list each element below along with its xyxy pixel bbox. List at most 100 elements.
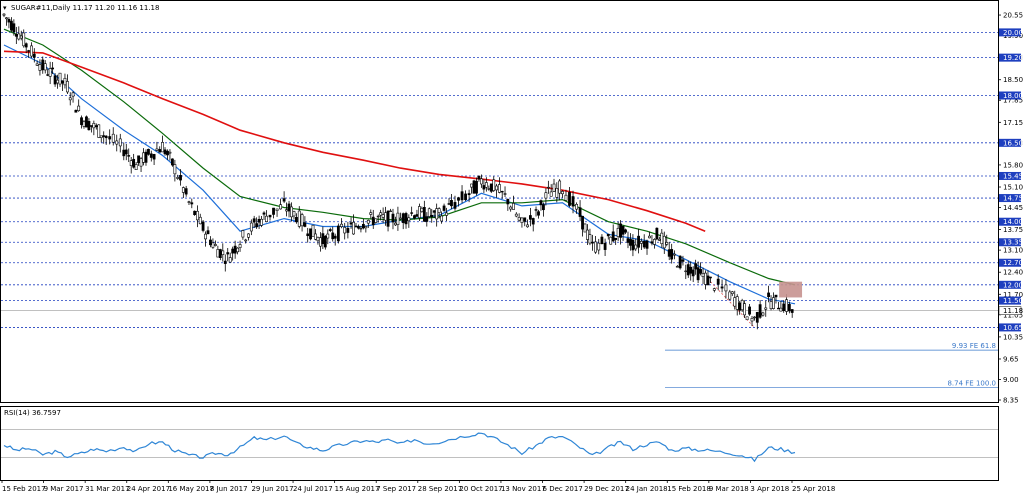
candle [740, 298, 744, 312]
candle [48, 61, 52, 85]
symbol-header: SUGAR#11,Daily 11.17 11.20 11.16 11.18 [11, 4, 159, 12]
moving-average-ma-slow[interactable] [3, 50, 706, 232]
candle [506, 198, 510, 211]
candle [542, 202, 545, 217]
candle [292, 210, 296, 220]
dropdown-arrow-icon[interactable]: ▾ [3, 4, 7, 12]
candle [603, 238, 607, 257]
candle [430, 208, 434, 223]
candle [484, 177, 488, 192]
candle [730, 290, 734, 297]
price-tick-label: 20.55 [1003, 12, 1023, 20]
candle [181, 186, 185, 199]
candle [260, 215, 263, 228]
candle [398, 212, 402, 220]
time-tick-label: 16 May 2017 [168, 485, 214, 493]
candle [523, 217, 527, 227]
candle [161, 135, 164, 153]
candle [2, 13, 6, 18]
candle [244, 238, 248, 244]
candle [179, 169, 182, 186]
candle [300, 212, 304, 232]
rsi-line[interactable] [3, 432, 796, 463]
candle [575, 202, 578, 214]
candle [774, 294, 778, 304]
candle [758, 300, 762, 319]
candle [214, 240, 217, 247]
candle [376, 214, 380, 223]
level-price-tag-label: 20.00 [1003, 29, 1023, 37]
candle [728, 289, 732, 301]
candle [594, 236, 597, 254]
moving-average-ma-mid[interactable] [3, 28, 796, 286]
resistance-zone[interactable] [779, 281, 803, 298]
candle [80, 115, 83, 129]
candle [108, 129, 112, 145]
candle [588, 228, 592, 246]
level-price-tag-label: 10.65 [1003, 324, 1023, 332]
candle [631, 234, 635, 257]
candle [134, 162, 138, 170]
candle [27, 49, 31, 58]
price-tick-label: 15.10 [1003, 184, 1023, 192]
candle [176, 174, 180, 180]
candle [209, 236, 212, 248]
level-price-tag [999, 296, 1021, 305]
candle [407, 214, 411, 228]
candle [255, 217, 259, 229]
candle [386, 210, 390, 232]
candle [12, 19, 16, 36]
candle [206, 226, 210, 235]
candle [425, 212, 429, 227]
candle [158, 146, 162, 153]
candle [85, 115, 88, 128]
candle [509, 205, 513, 212]
candle [410, 206, 414, 217]
candle [492, 176, 496, 193]
candle [193, 210, 197, 216]
level-price-tag [999, 194, 1021, 203]
candle [472, 179, 476, 194]
candle [531, 217, 535, 232]
current-price-tag [998, 306, 1022, 315]
candle [526, 219, 529, 228]
candle [645, 239, 649, 255]
candle [282, 191, 286, 204]
candle [314, 229, 317, 241]
price-tick-label: 9.65 [1003, 355, 1019, 363]
candle [750, 315, 754, 327]
time-tick-label: 6 Dec 2017 [543, 485, 583, 493]
time-tick-label: 15 Aug 2017 [335, 485, 380, 493]
candle [22, 29, 26, 48]
candle [35, 60, 39, 66]
candle [467, 189, 471, 203]
candle [437, 207, 441, 219]
candle [118, 133, 122, 153]
candle [297, 206, 301, 229]
time-tick-label: 25 Apr 2018 [792, 485, 835, 493]
candle [198, 213, 202, 225]
price-tick-label: 17.85 [1003, 97, 1023, 105]
candle [111, 127, 115, 146]
candle [275, 208, 279, 217]
candle [724, 279, 728, 299]
level-price-tag-label: 18.00 [1003, 92, 1023, 100]
candle [30, 42, 33, 58]
rsi-label: RSI(14) 36.7597 [4, 409, 61, 417]
candle [326, 229, 330, 245]
candle [790, 308, 794, 318]
candle [561, 190, 564, 198]
candle [706, 270, 710, 286]
candle [558, 179, 562, 201]
candle [97, 124, 101, 139]
candle [712, 287, 716, 293]
candle [24, 42, 28, 54]
candle [564, 189, 568, 201]
candle [528, 207, 532, 227]
price-tick-label: 12.40 [1003, 269, 1023, 277]
candle [404, 211, 408, 229]
candle [634, 238, 638, 252]
candle [359, 226, 363, 233]
